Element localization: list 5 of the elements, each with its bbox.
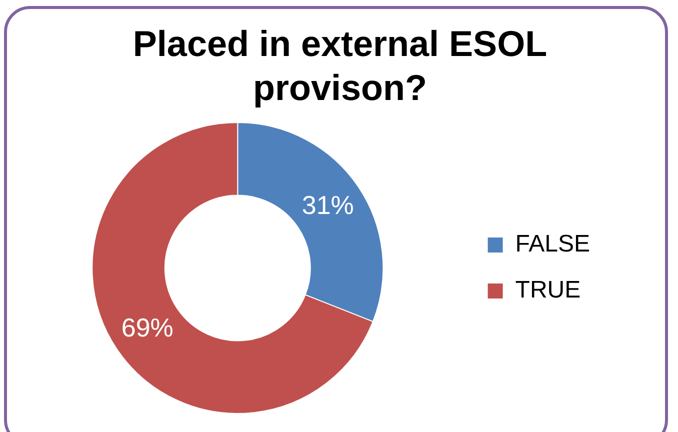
data-label: 69% — [121, 312, 174, 343]
legend-label: FALSE — [515, 230, 590, 258]
legend-label: TRUE — [515, 276, 581, 304]
chart-title: Placed in external ESOL provison? — [132, 22, 548, 110]
data-label: 31% — [302, 190, 354, 220]
